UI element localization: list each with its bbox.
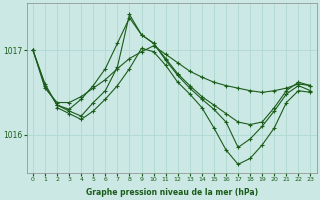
X-axis label: Graphe pression niveau de la mer (hPa): Graphe pression niveau de la mer (hPa) [86,188,258,197]
